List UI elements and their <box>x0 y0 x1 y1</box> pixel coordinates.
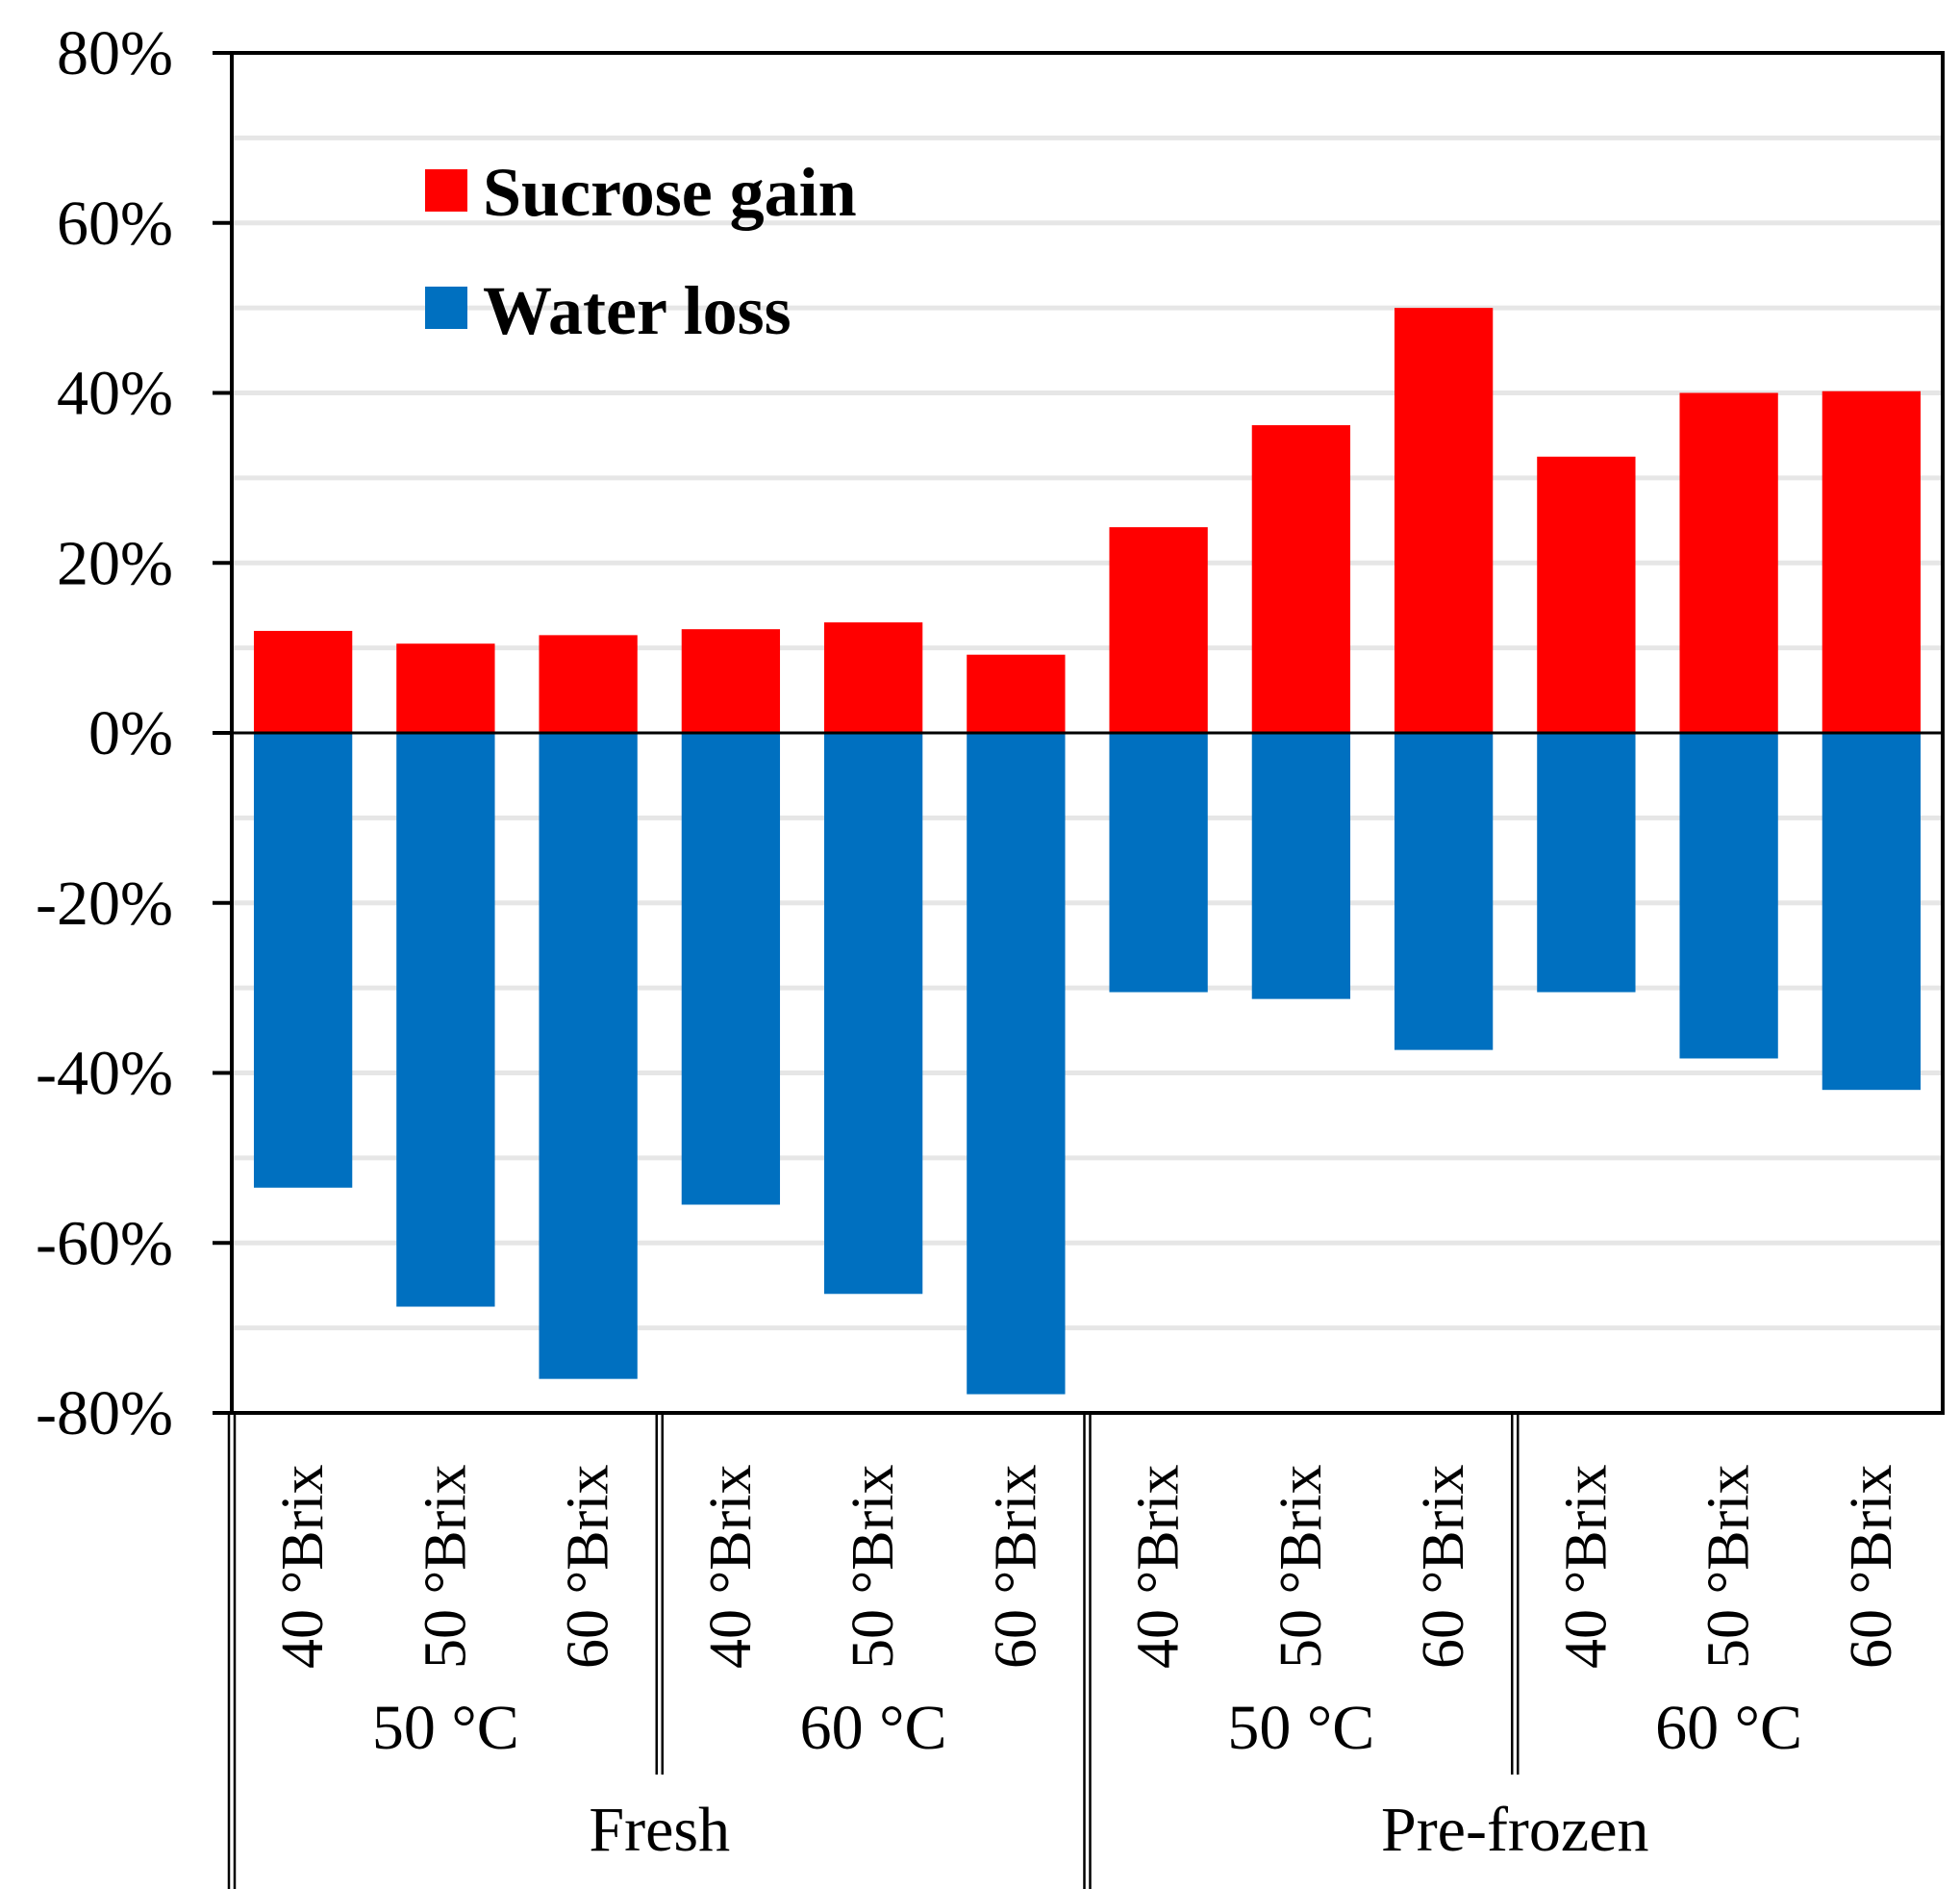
bar-sucrose-gain-11 <box>1822 390 1922 733</box>
bar-water-loss-10 <box>1679 733 1778 1059</box>
y-tick-label: 0% <box>88 698 173 768</box>
bar-sucrose-gain-0 <box>253 630 353 733</box>
bar-water-loss-1 <box>396 733 495 1307</box>
temperature-group-label: 60 °C <box>1655 1693 1802 1763</box>
treatment-group-label: Fresh <box>589 1795 730 1865</box>
y-tick-labels: 80% 60% 40% 20% 0% -20% -40% -60% -80% <box>36 18 173 1448</box>
x-tick-label: 60 °Brix <box>983 1464 1048 1669</box>
axes <box>213 51 1945 1889</box>
bar-water-loss-3 <box>681 733 781 1205</box>
bar-water-loss-4 <box>823 733 923 1295</box>
bar-water-loss-9 <box>1537 733 1636 993</box>
bar-water-loss-0 <box>253 733 353 1188</box>
x-tick-labels: 40 °Brix 50 °Brix 60 °Brix 40 °Brix 50 °Brix… <box>270 1464 1904 1865</box>
x-tick-label: 50 °Brix <box>1696 1464 1762 1669</box>
y-tick-label: 80% <box>57 18 173 88</box>
bars <box>253 308 1922 1395</box>
x-tick-label: 40 °Brix <box>1126 1464 1192 1669</box>
x-tick-label: 60 °Brix <box>1839 1464 1904 1669</box>
bar-water-loss-6 <box>1109 733 1208 993</box>
y-tick-label: -20% <box>36 869 173 939</box>
legend-label-sucrose-gain: Sucrose gain <box>483 154 857 231</box>
y-tick-label: 20% <box>57 528 173 598</box>
x-tick-label: 50 °Brix <box>841 1464 906 1669</box>
legend-label-water-loss: Water loss <box>483 272 792 349</box>
legend: Sucrose gain Water loss <box>425 154 857 349</box>
treatment-group-label: Pre-frozen <box>1381 1795 1649 1865</box>
x-tick-label: 50 °Brix <box>1269 1464 1334 1669</box>
bar-sucrose-gain-8 <box>1394 308 1494 733</box>
x-tick-label: 40 °Brix <box>698 1464 764 1669</box>
bar-sucrose-gain-4 <box>823 622 923 733</box>
bar-sucrose-gain-9 <box>1537 456 1636 733</box>
x-tick-label: 50 °Brix <box>413 1464 478 1669</box>
legend-swatch-sucrose-gain <box>425 169 467 212</box>
y-tick-label: 60% <box>57 189 173 259</box>
x-tick-label: 60 °Brix <box>1411 1464 1476 1669</box>
x-tick-label: 40 °Brix <box>1553 1464 1619 1669</box>
x-tick-label: 40 °Brix <box>270 1464 336 1669</box>
bar-sucrose-gain-3 <box>681 629 781 733</box>
bar-sucrose-gain-7 <box>1251 425 1351 733</box>
bar-sucrose-gain-2 <box>539 635 638 733</box>
bar-sucrose-gain-5 <box>967 654 1066 733</box>
y-tick-label: -60% <box>36 1208 173 1278</box>
bar-water-loss-7 <box>1251 733 1351 999</box>
bar-sucrose-gain-6 <box>1109 527 1208 733</box>
gridlines <box>232 135 1943 1331</box>
temperature-group-label: 60 °C <box>800 1693 947 1763</box>
bar-water-loss-5 <box>967 733 1066 1395</box>
temperature-group-label: 50 °C <box>372 1693 519 1763</box>
y-tick-label: 40% <box>57 359 173 429</box>
bar-water-loss-2 <box>539 733 638 1379</box>
bar-sucrose-gain-1 <box>396 643 495 733</box>
legend-swatch-water-loss <box>425 287 467 329</box>
bar-water-loss-11 <box>1822 733 1922 1091</box>
bar-water-loss-8 <box>1394 733 1494 1050</box>
y-tick-label: -40% <box>36 1039 173 1109</box>
bar-sucrose-gain-10 <box>1679 392 1778 733</box>
y-tick-label: -80% <box>36 1378 173 1448</box>
temperature-group-label: 50 °C <box>1227 1693 1374 1763</box>
x-tick-label: 60 °Brix <box>556 1464 621 1669</box>
